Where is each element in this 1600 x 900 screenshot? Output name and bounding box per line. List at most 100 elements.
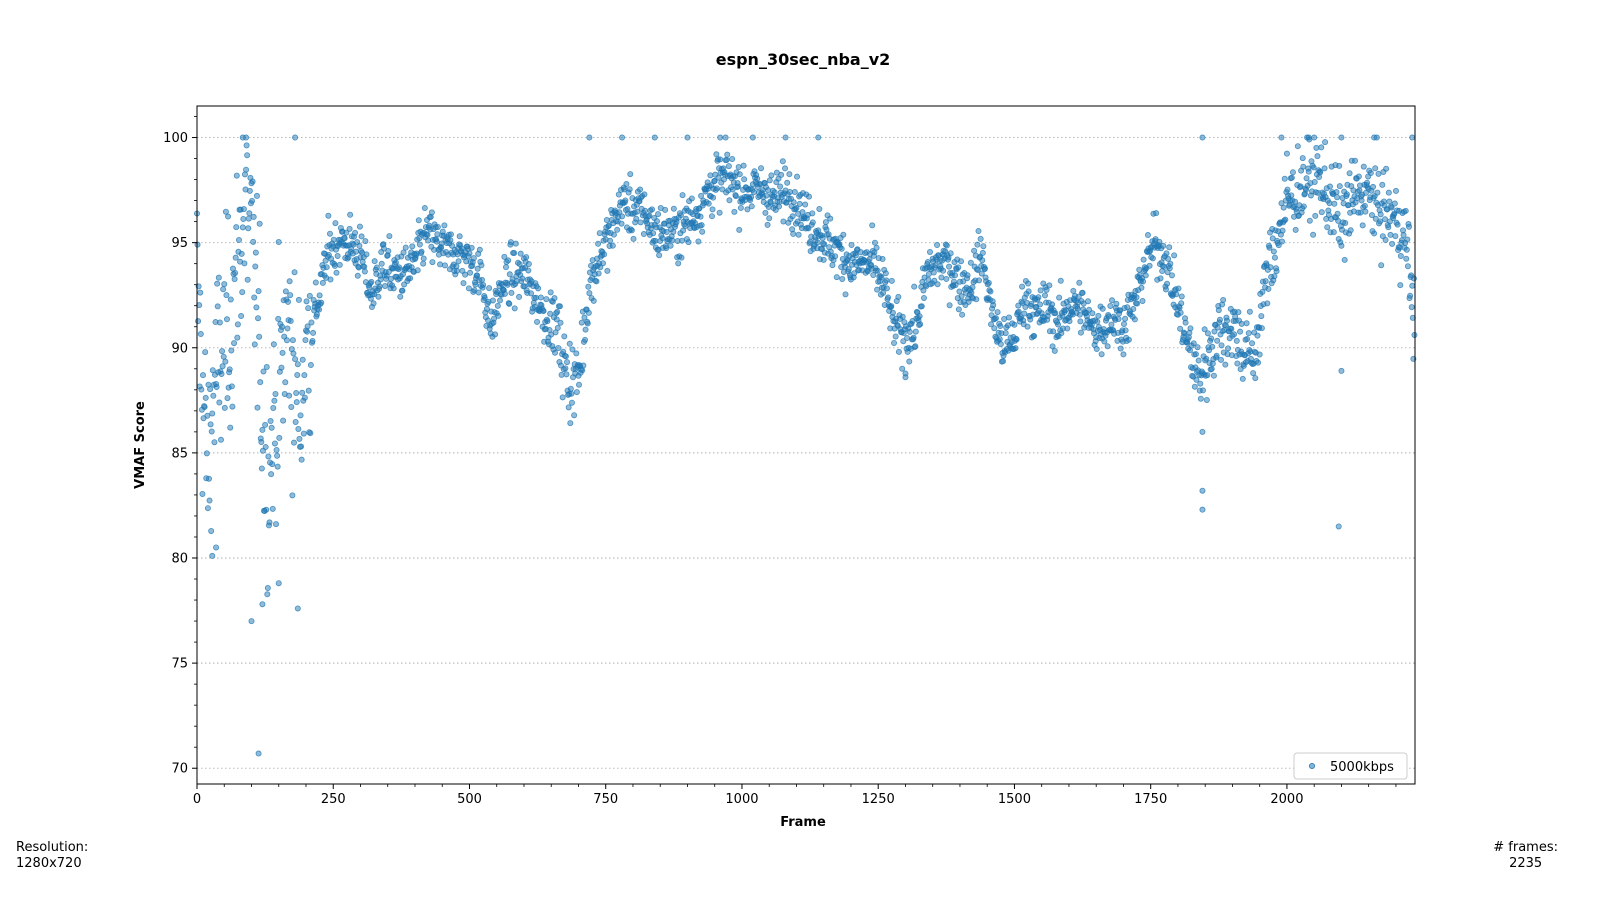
data-point: [1199, 428, 1206, 435]
data-point: [630, 235, 637, 242]
data-point: [688, 195, 695, 202]
data-point: [376, 283, 383, 290]
data-point: [809, 210, 816, 217]
data-point: [1361, 202, 1368, 209]
data-point: [198, 386, 205, 393]
data-point: [677, 212, 684, 219]
data-point: [266, 519, 273, 526]
data-point: [1338, 134, 1345, 141]
data-point: [409, 243, 416, 250]
data-point: [778, 171, 785, 178]
data-point: [1015, 308, 1022, 315]
data-point: [221, 404, 228, 411]
data-point: [554, 308, 561, 315]
data-point: [698, 222, 705, 229]
data-point: [573, 389, 580, 396]
data-point: [486, 285, 493, 292]
data-point: [250, 238, 257, 245]
data-point: [1267, 264, 1274, 271]
data-point: [501, 290, 508, 297]
data-point: [1200, 387, 1207, 394]
data-point: [270, 341, 277, 348]
data-point: [582, 336, 589, 343]
data-point: [1222, 361, 1229, 368]
data-point: [1288, 192, 1295, 199]
data-point: [1113, 300, 1120, 307]
resolution-label: Resolution:: [16, 840, 89, 855]
data-point: [679, 192, 686, 199]
data-point: [627, 171, 634, 178]
data-point: [1265, 285, 1272, 292]
data-point: [556, 303, 563, 310]
legend-box: [1293, 752, 1408, 780]
data-point: [1355, 173, 1362, 180]
data-point: [1311, 134, 1318, 141]
data-point: [233, 224, 240, 231]
data-point: [386, 233, 393, 240]
data-point: [269, 461, 276, 468]
data-point: [453, 267, 460, 274]
data-point: [218, 370, 225, 377]
data-point: [202, 394, 209, 401]
data-point: [1410, 275, 1417, 282]
data-point: [1324, 224, 1331, 231]
data-point: [744, 206, 751, 213]
data-point: [1281, 175, 1288, 182]
data-point: [558, 371, 565, 378]
data-point: [637, 219, 644, 226]
data-point: [732, 193, 739, 200]
data-point: [777, 183, 784, 190]
data-point: [926, 248, 933, 255]
data-point: [213, 544, 220, 551]
data-point: [298, 443, 305, 450]
data-point: [1249, 340, 1256, 347]
data-point: [895, 348, 902, 355]
data-point: [870, 272, 877, 279]
data-point: [912, 343, 919, 350]
data-point: [601, 251, 608, 258]
data-point: [1109, 297, 1116, 304]
data-point: [874, 286, 881, 293]
data-point: [458, 245, 465, 252]
data-point: [294, 361, 301, 368]
data-point: [1108, 321, 1115, 328]
data-point: [1146, 262, 1153, 269]
data-point: [766, 215, 773, 222]
data-point: [874, 267, 881, 274]
data-point: [1041, 292, 1048, 299]
data-point: [289, 492, 296, 499]
data-point: [604, 267, 611, 274]
data-point: [418, 248, 425, 255]
data-point: [595, 240, 602, 247]
data-point: [495, 312, 502, 319]
data-point: [640, 231, 647, 238]
data-point: [407, 275, 414, 282]
y-axis-label: VMAF Score: [133, 401, 148, 489]
data-point: [1314, 153, 1321, 160]
data-point: [1378, 262, 1385, 269]
data-point: [287, 318, 294, 325]
data-point: [920, 287, 927, 294]
data-point: [1322, 139, 1329, 146]
data-point: [235, 236, 242, 243]
data-point: [832, 253, 839, 260]
data-point: [765, 187, 772, 194]
data-point: [1194, 344, 1201, 351]
data-point: [402, 244, 409, 251]
data-point: [318, 299, 325, 306]
data-point: [782, 134, 789, 141]
data-point: [1375, 170, 1382, 177]
data-point: [564, 359, 571, 366]
data-point: [1341, 256, 1348, 263]
data-point: [670, 205, 677, 212]
data-point: [299, 389, 306, 396]
data-point: [979, 257, 986, 264]
data-point: [678, 254, 685, 261]
data-point: [1357, 209, 1364, 216]
data-point: [336, 261, 343, 268]
data-point: [623, 181, 630, 188]
data-point: [441, 222, 448, 229]
data-point: [1187, 325, 1194, 332]
data-point: [1140, 256, 1147, 263]
